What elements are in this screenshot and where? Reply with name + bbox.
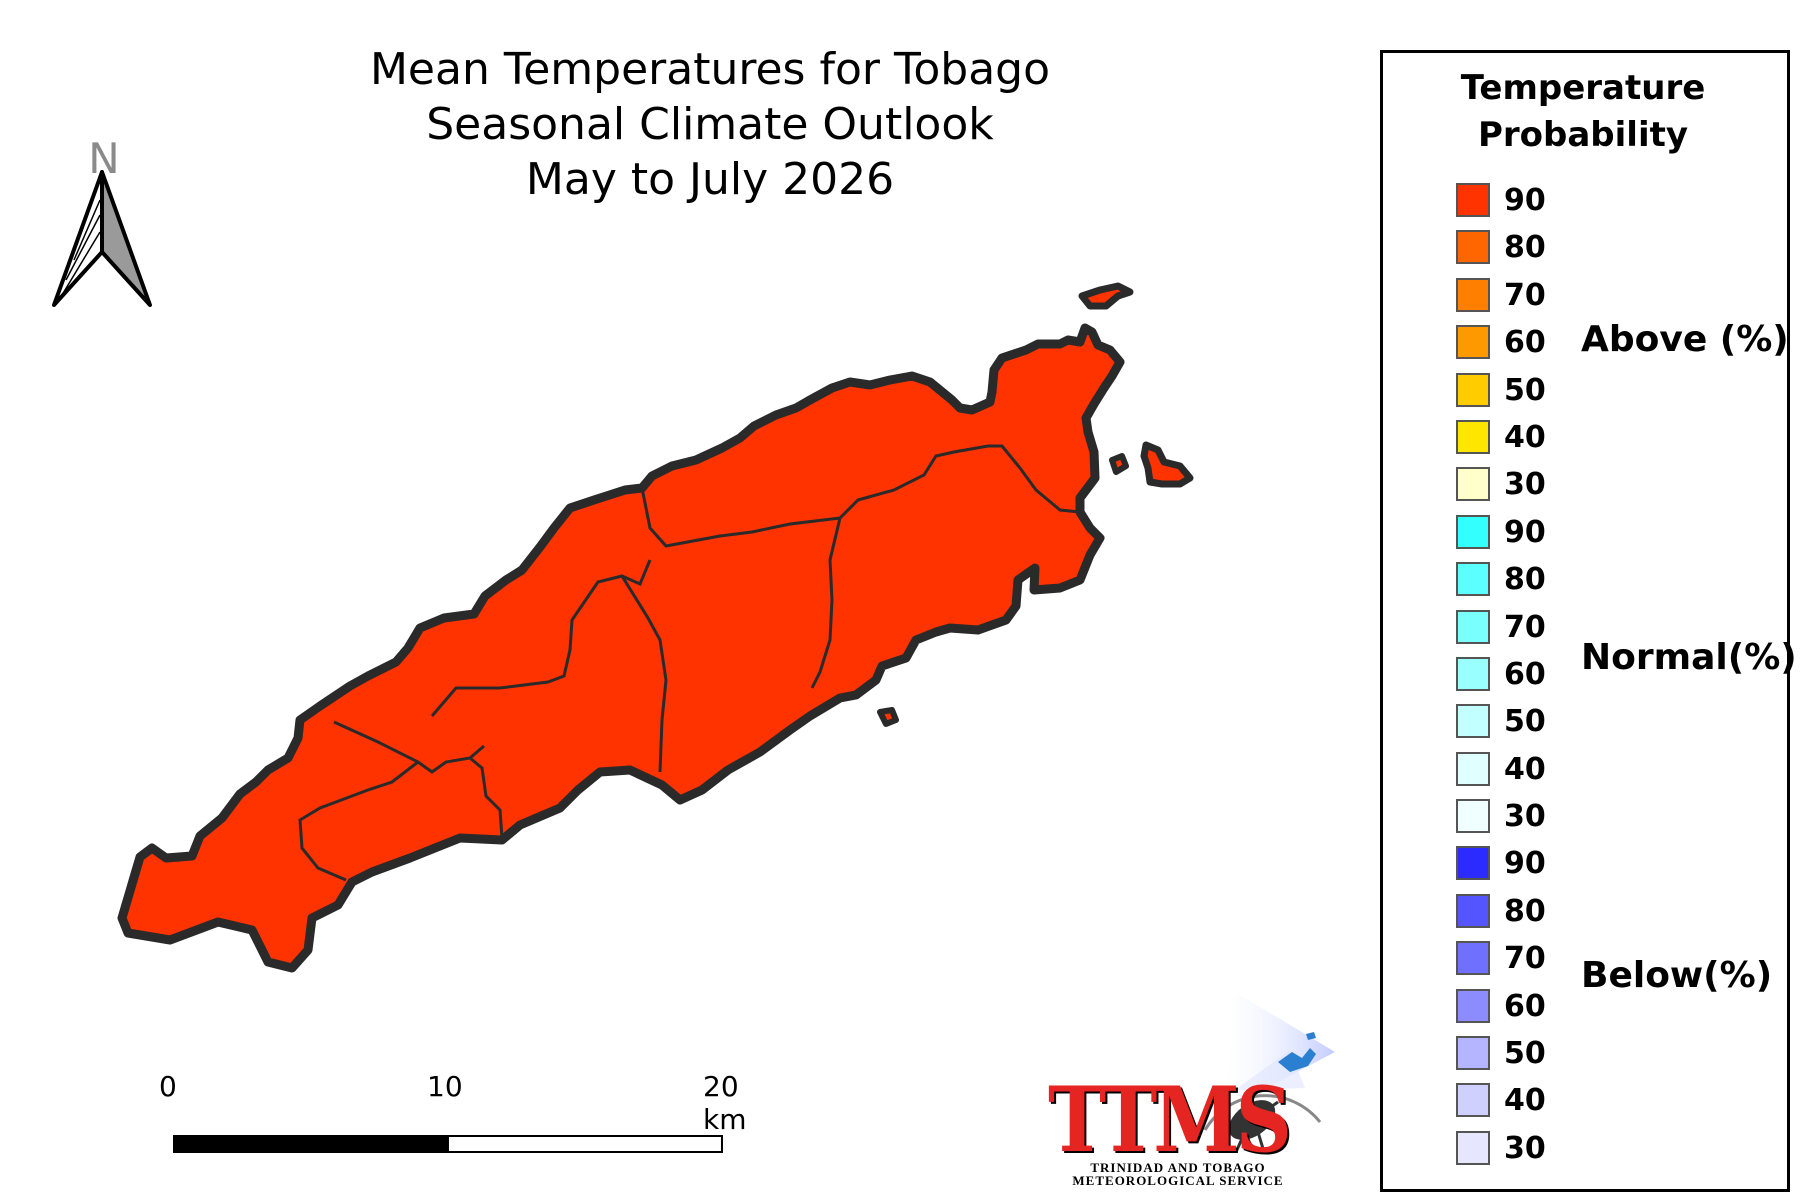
legend-swatch — [1456, 799, 1490, 834]
parish-boundaries — [298, 444, 1081, 882]
scale-bar: 0 10 20 km — [159, 1060, 747, 1160]
legend-value: 90 — [1504, 183, 1546, 218]
legend-value: 80 — [1504, 893, 1546, 929]
legend-title-line-2: Probability — [1477, 115, 1689, 155]
legend-value: 50 — [1504, 704, 1546, 740]
legend-swatch — [1456, 419, 1490, 454]
tobago-map — [117, 282, 1194, 973]
parish-boundary — [430, 559, 652, 717]
tobago-main-island — [117, 323, 1125, 973]
legend-swatch — [1456, 514, 1490, 549]
legend-value: 80 — [1504, 562, 1546, 598]
legend-swatch — [1456, 704, 1490, 739]
parish-boundary — [810, 517, 842, 689]
legend-category-normal: Normal(%) — [1581, 637, 1797, 678]
scale-segment-white — [447, 1135, 723, 1153]
legend-swatch — [1456, 1083, 1490, 1118]
legend-swatch — [1456, 1130, 1490, 1165]
legend-swatch — [1456, 656, 1490, 691]
legend-value: 70 — [1504, 941, 1546, 977]
map-title: Mean Temperatures for Tobago Seasonal Cl… — [310, 42, 1110, 207]
scale-segment-black — [173, 1135, 449, 1153]
tobago-islet-small — [1109, 453, 1129, 475]
legend-swatch — [1456, 941, 1490, 976]
tobago-island — [117, 282, 1194, 973]
tobago-islet-little — [1078, 282, 1134, 310]
parish-boundary — [469, 756, 504, 839]
legend-category-above: Above (%) — [1581, 319, 1789, 360]
legend-swatch — [1456, 230, 1490, 265]
legend: Temperature Probability 90 80 70 60 50 40 30 90… — [1380, 50, 1797, 1192]
scale-label-20: 20 km — [703, 1070, 747, 1136]
legend-value: 40 — [1504, 419, 1546, 455]
scale-label-0: 0 — [159, 1070, 177, 1103]
satellite-dish-icon — [1228, 1100, 1279, 1153]
legend-value: 50 — [1504, 1036, 1546, 1072]
legend-swatch — [1456, 183, 1490, 217]
legend-value: 70 — [1504, 609, 1546, 645]
legend-swatch — [1456, 609, 1490, 644]
legend-value: 70 — [1504, 277, 1546, 313]
parish-boundary — [640, 487, 841, 548]
legend-value: 50 — [1504, 372, 1546, 408]
scale-label-10: 10 — [427, 1070, 463, 1103]
tobago-islet-east — [1140, 441, 1194, 488]
logo-line-1: TRINIDAD AND TOBAGO — [1090, 1160, 1266, 1175]
legend-value: 60 — [1504, 656, 1546, 692]
legend-value: 80 — [1504, 230, 1546, 266]
legend-swatch — [1456, 988, 1490, 1023]
legend-value: 60 — [1504, 325, 1546, 361]
legend-value: 30 — [1504, 799, 1546, 835]
legend-value: 90 — [1504, 846, 1546, 882]
legend-value: 30 — [1504, 467, 1546, 503]
legend-value: 90 — [1504, 514, 1546, 550]
logo-acronym: TTMS — [1048, 1068, 1292, 1173]
legend-title: Temperature Probability — [1383, 65, 1783, 159]
legend-swatch — [1456, 751, 1490, 786]
parish-boundary — [620, 575, 668, 773]
title-line-2: Seasonal Climate Outlook — [426, 99, 994, 150]
parish-boundary — [838, 444, 1081, 520]
logo-line-2: METEOROLOGICAL SERVICE — [1072, 1173, 1284, 1188]
legend-swatch — [1456, 277, 1490, 312]
legend-title-line-1: Temperature — [1460, 68, 1706, 108]
legend-value: 30 — [1504, 1130, 1546, 1166]
title-line-3: May to July 2026 — [525, 154, 895, 205]
legend-swatch — [1456, 467, 1490, 502]
legend-swatch — [1456, 372, 1490, 407]
north-label: N — [88, 134, 120, 183]
tobago-islet-south — [877, 707, 899, 727]
legend-swatch — [1456, 1036, 1490, 1071]
parish-boundary — [298, 760, 419, 882]
north-arrow-icon: N — [44, 134, 164, 320]
legend-value: 60 — [1504, 988, 1546, 1024]
ttms-logo: TTMS TRINIDAD AND TOBAGO METEOROLOGICAL … — [1040, 990, 1340, 1190]
legend-value: 40 — [1504, 751, 1546, 787]
legend-swatch — [1456, 562, 1490, 597]
legend-swatch — [1456, 325, 1490, 360]
legend-swatch — [1456, 893, 1490, 928]
legend-category-below: Below(%) — [1581, 955, 1773, 996]
legend-swatch — [1456, 846, 1490, 881]
title-line-1: Mean Temperatures for Tobago — [369, 44, 1051, 95]
legend-value: 40 — [1504, 1083, 1546, 1119]
